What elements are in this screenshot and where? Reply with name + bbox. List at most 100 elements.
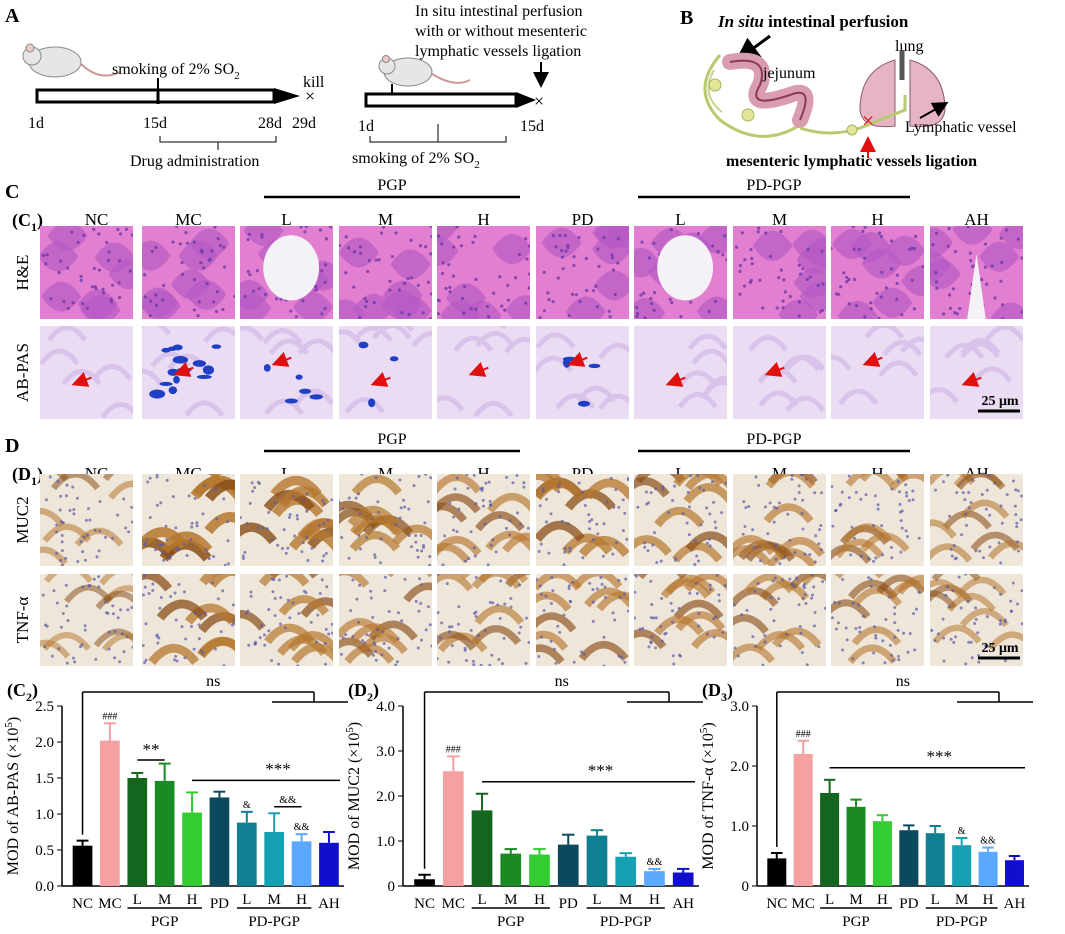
x-tick-label: NC: [766, 896, 787, 912]
chart-c2: (C2) 0.0 0.5 1.0 1.5 2.0 2.5 MOD of AB-PAS (×10…: [3, 673, 348, 930]
x-tick-label: M: [955, 892, 968, 908]
y-tick-label: 3.0: [730, 699, 749, 715]
x-tick-label: M: [158, 892, 171, 908]
red-arrow-icon: [468, 361, 489, 377]
x-tick-label: H: [983, 892, 994, 908]
bar-mark: ###: [446, 744, 461, 755]
group-label-l: L: [281, 210, 291, 229]
bar-h: [978, 851, 998, 886]
group-label-l: L: [281, 464, 291, 483]
group-label-ah: AH: [964, 210, 989, 229]
micrograph-tile: [733, 474, 826, 566]
x-tick-label: L: [931, 892, 940, 908]
micrograph-tile: [240, 226, 333, 319]
row-label-ab-pas: AB-PAS: [13, 343, 32, 402]
x-tick-label: M: [268, 892, 281, 908]
significance-label: ***: [265, 759, 291, 778]
micrograph-tile: [240, 574, 333, 666]
bar-mark: &&: [647, 857, 663, 868]
bar-h: [291, 841, 312, 886]
x-tick-label: H: [187, 892, 198, 908]
red-arrow-icon: [961, 371, 982, 387]
red-arrow-icon: [862, 351, 883, 367]
group-label-pd: PD: [572, 210, 594, 229]
bar-ah: [672, 872, 694, 886]
y-tick-label: 0: [388, 879, 396, 895]
bar-charts: (C2) 0.0 0.5 1.0 1.5 2.0 2.5 MOD of AB-PAS (×10…: [3, 673, 1033, 930]
x-tick-label: H: [534, 892, 545, 908]
micrograph-tile: [831, 474, 924, 566]
bar-mark: ###: [102, 711, 117, 722]
group-label-h: H: [477, 210, 489, 229]
micrograph-tile: [930, 226, 1023, 319]
tick-29d-left: 29d: [292, 115, 316, 132]
chart-d3: (D3) 0 1.0 2.0 3.0 MOD of TNF-α (×105) NC ### MC…: [698, 673, 1033, 930]
micrograph-tile: [40, 226, 133, 319]
ns-label: ns: [896, 673, 910, 690]
bar-pd: [899, 830, 919, 886]
lung-label: lung: [895, 38, 923, 55]
x-tick-label: L: [592, 892, 601, 908]
micrograph-tile: [831, 574, 924, 666]
pd-pgp-bracket-label: PD-PGP: [746, 177, 801, 194]
panel-b: B In situ intestinal perfusion jejunum l…: [680, 7, 1017, 170]
intestine-illustration: [703, 52, 861, 138]
bar-m: [952, 845, 972, 886]
micrograph-tile: [536, 474, 629, 566]
micrograph-tile: [240, 474, 333, 566]
x-tick-label: H: [649, 892, 660, 908]
x-tick-label: PD: [559, 896, 578, 912]
tick-28d-left: 28d: [258, 115, 282, 132]
group-label: PGP: [151, 914, 179, 930]
panel-a-letter: A: [5, 5, 20, 27]
ns-label: ns: [206, 673, 220, 690]
bar-pd: [209, 797, 230, 886]
micrograph-tile: [437, 474, 530, 566]
end-mark: ×: [534, 91, 544, 111]
lymphatic-arrow-icon: [919, 102, 949, 119]
group-label-h: H: [871, 210, 883, 229]
bar-m: [154, 780, 175, 886]
x-tick-label: M: [504, 892, 517, 908]
panel-d1-label: (D1): [12, 464, 43, 488]
y-tick-label: 0.5: [35, 843, 54, 859]
x-tick-label: H: [877, 892, 888, 908]
micrograph-tile: [536, 226, 629, 319]
red-arrow-icon: [71, 371, 92, 387]
group-label-nc: NC: [85, 210, 109, 229]
micrograph-tile: [733, 226, 826, 319]
pgp-bracket-label: PGP: [377, 431, 406, 448]
x-tick-label: M: [849, 892, 862, 908]
smoking-label-right: smoking of 2% SO2: [352, 150, 480, 171]
tick-15d-left: 15d: [143, 115, 167, 132]
perfusion-caption-2: with or without mesenteric: [415, 23, 587, 40]
x-tick-label: M: [619, 892, 632, 908]
group-label: PGP: [497, 914, 525, 930]
micrograph-tile: [536, 574, 629, 666]
y-tick-label: 2.0: [730, 759, 749, 775]
y-tick-label: 1.0: [730, 819, 749, 835]
scale-bar-label: 25 μm: [981, 641, 1018, 656]
bar-nc: [414, 879, 435, 886]
bar-ah: [1004, 860, 1024, 886]
x-tick-label: AH: [672, 896, 694, 912]
kill-mark: ×: [305, 86, 315, 106]
y-tick-label: 0: [742, 879, 750, 895]
micrograph-tile: [40, 474, 133, 566]
micrograph-tile: [240, 326, 333, 419]
x-tick-label: L: [825, 892, 834, 908]
perfusion-caption-1: In situ intestinal perfusion: [415, 3, 583, 20]
red-arrow-icon: [173, 361, 194, 377]
x-tick-label: NC: [72, 896, 93, 912]
ligation-mark-icon: ×: [862, 108, 874, 133]
bar-l: [586, 835, 608, 886]
x-tick-label: L: [242, 892, 251, 908]
group-label-l: L: [675, 464, 685, 483]
x-tick-label: H: [296, 892, 307, 908]
micrograph-panels: C (C1) PGP PD-PGP NC MC L M H PD L M H AH H&E AB-PAS 25 …: [5, 177, 1023, 666]
group-label: PD-PGP: [600, 914, 652, 930]
x-tick-label: PD: [210, 896, 229, 912]
micrograph-tile: [733, 326, 826, 419]
x-tick-label: MC: [442, 896, 465, 912]
y-tick-label: 1.5: [35, 771, 54, 787]
